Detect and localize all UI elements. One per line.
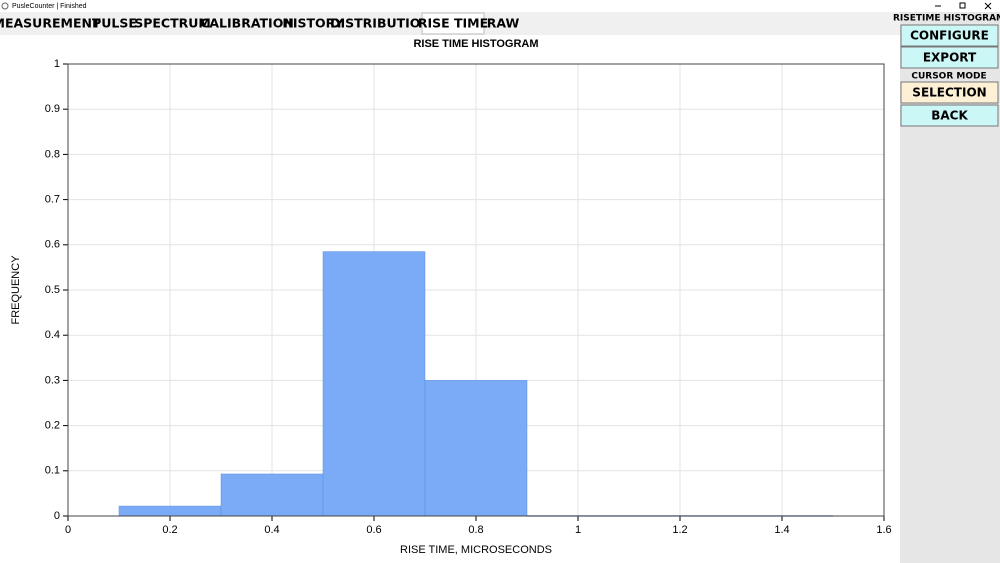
button-label[interactable]: BACK [931, 109, 968, 123]
button[interactable] [900, 46, 999, 69]
button[interactable] [900, 81, 999, 104]
y-tick-label: 0.8 [45, 148, 60, 160]
bar [118, 505, 222, 517]
y-tick-label: 0.4 [45, 329, 60, 341]
button-label[interactable]: EXPORT [923, 51, 977, 65]
x-tick-label: 0.6 [366, 524, 381, 536]
x-tick-label: 0.8 [468, 524, 483, 536]
x-tick-label: 1.2 [672, 524, 687, 536]
y-tick-label: 0.6 [45, 239, 60, 251]
tab[interactable]: RISE TIME [418, 16, 488, 31]
close[interactable] [984, 2, 992, 10]
title-bar [0, 0, 1000, 12]
y-tick-label: 0.1 [45, 465, 60, 477]
y-tick-label: 0.5 [45, 284, 60, 296]
button[interactable] [900, 104, 999, 127]
y-axis-label: FREQUENCY [10, 255, 22, 325]
tab[interactable]: PULSE [92, 16, 137, 31]
side-panel [900, 12, 1000, 563]
side-heading: RISETIME HISTOGRAM [893, 14, 1000, 24]
x-tick-label: 0.4 [264, 524, 279, 536]
button[interactable] [900, 24, 999, 47]
x-tick-label: 0 [65, 524, 71, 536]
x-tick-label: 0.2 [162, 524, 177, 536]
x-axis-label: RISE TIME, MICROSECONDS [400, 544, 552, 556]
y-tick-label: 0 [54, 510, 60, 522]
tab[interactable]: CALIBRATION [200, 16, 294, 31]
tab[interactable]: RAW [487, 16, 520, 31]
tab[interactable]: SPECTRUM [134, 16, 211, 31]
plot-frame [67, 63, 885, 517]
tab[interactable]: DISTRIBUTION [330, 16, 431, 31]
chart-title: RISE TIME HISTOGRAM [413, 38, 538, 50]
y-tick-label: 0.7 [45, 194, 60, 206]
button-label[interactable]: CONFIGURE [910, 29, 989, 43]
restore[interactable] [959, 2, 966, 9]
y-tick-label: 0.2 [45, 420, 60, 432]
bar [424, 380, 528, 517]
app-icon [1, 2, 9, 10]
y-tick-label: 1 [54, 58, 60, 70]
x-tick-label: 1.6 [876, 524, 891, 536]
window-title: PusleCounter | Finished [12, 3, 87, 10]
button-label[interactable]: SELECTION [912, 86, 986, 100]
tab-selected[interactable] [421, 12, 485, 35]
tab[interactable]: MEASUREMENT [0, 16, 101, 31]
bar [220, 473, 324, 517]
mode-label: CURSOR MODE [911, 72, 986, 82]
x-tick-label: 1 [575, 524, 581, 536]
y-tick-label: 0.3 [45, 374, 60, 386]
x-tick-label: 1.4 [774, 524, 789, 536]
bar [322, 251, 426, 517]
tab[interactable]: HISTORY [282, 16, 344, 31]
y-tick-label: 0.9 [45, 103, 60, 115]
